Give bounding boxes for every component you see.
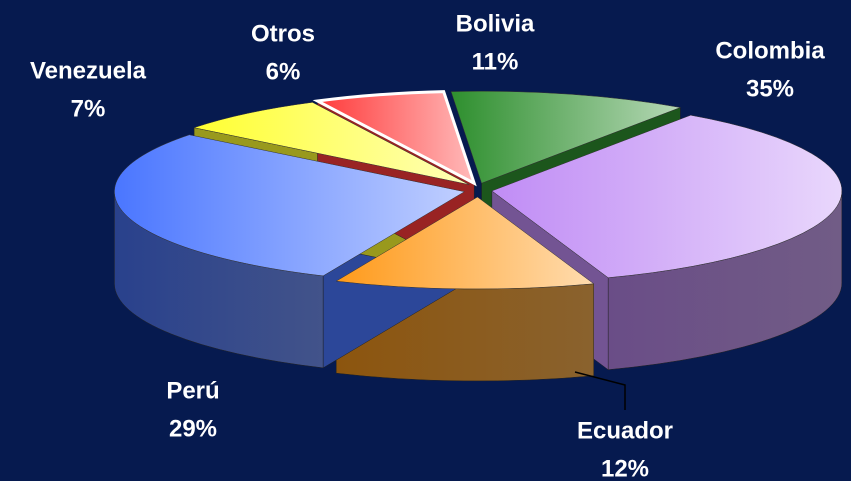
slice-label-name: Otros [251,20,315,47]
slice [450,90,682,184]
slice [193,102,470,185]
slice-label-name: Bolivia [456,10,535,37]
slice-label-name: Ecuador [577,417,673,444]
slice-label-value: 6% [266,58,301,85]
labels: Bolivia 11% Colombia 35% Ecuador 12% Perú 29% Ve… [30,10,825,481]
slice-label-value: 12% [601,455,649,481]
slice [312,90,477,187]
slice [491,114,843,278]
leader-line [574,371,626,410]
slice-label-name: Colombia [715,37,825,64]
slice-label-name: Venezuela [30,57,147,84]
slice-label-value: 11% [472,48,519,75]
slice [114,134,466,277]
slice-label-name: Perú [166,377,219,404]
slice-label-value: 29% [169,415,217,442]
slice-label-value: 7% [71,95,106,122]
tops [114,90,843,290]
slice [335,196,595,290]
slice-label-value: 35% [746,75,794,102]
